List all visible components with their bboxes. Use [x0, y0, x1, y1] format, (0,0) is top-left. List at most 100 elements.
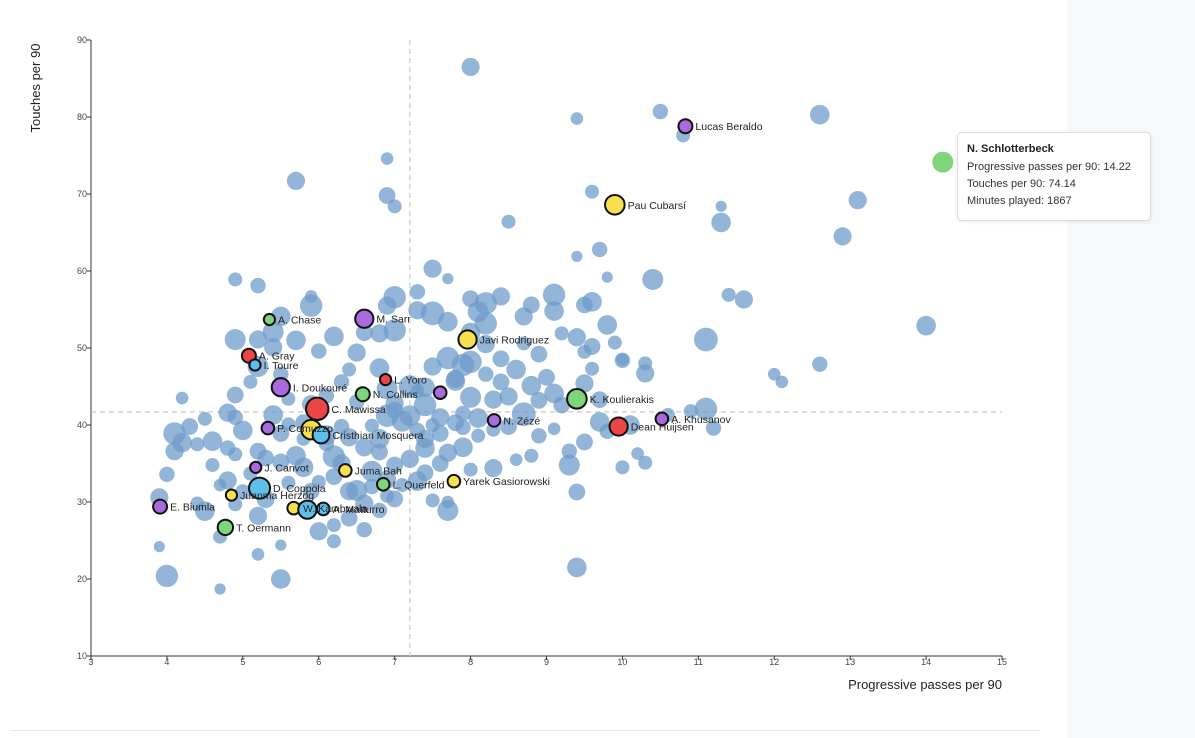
scatter-chart: 3 4 5 6 7 8 9 10 11 12 13 14 15 10 20 30 40 50 60 70 80 90 Lu… [28, 35, 1007, 692]
point-label: Yarek Gasiorowski [463, 476, 550, 488]
data-point [431, 455, 449, 472]
highlighted-point [654, 411, 670, 427]
point-label: Javi Rodriguez [480, 335, 549, 347]
data-point [377, 296, 397, 315]
point-label: W. Kambwala [303, 503, 367, 515]
point-label: P. Comuzzo [277, 423, 333, 435]
data-point [423, 259, 442, 278]
highlighted-point [152, 498, 169, 515]
x-tick-label: 10 [617, 657, 627, 667]
data-point [361, 460, 383, 482]
data-point [226, 386, 244, 404]
data-point [364, 478, 380, 495]
data-point [281, 417, 296, 432]
data-point [190, 437, 205, 452]
data-point [369, 429, 390, 449]
data-point [224, 329, 246, 351]
data-point [309, 522, 328, 541]
side-panel [1067, 0, 1195, 738]
data-point [395, 478, 410, 493]
data-point [425, 493, 440, 508]
point-label: N. Zézé [503, 415, 540, 427]
data-point [347, 343, 366, 362]
point-label: E. Biumla [170, 502, 215, 514]
point-label: Juanma Herzog [240, 490, 314, 502]
point-label: I. Toure [264, 360, 299, 372]
data-point [554, 326, 569, 341]
x-tick-label: 8 [468, 657, 473, 667]
data-point [583, 338, 601, 355]
data-point [916, 315, 936, 336]
highlighted-point [375, 476, 391, 492]
data-point [721, 287, 736, 302]
data-point [848, 191, 867, 210]
data-point [810, 104, 830, 125]
highlighted-point [216, 518, 235, 537]
y-tick-label: 20 [77, 574, 87, 584]
data-point [436, 346, 460, 370]
data-point [601, 271, 613, 283]
data-point [694, 397, 718, 421]
y-axis-title: Touches per 90 [28, 44, 43, 133]
point-label: A. Matturro [333, 504, 385, 516]
data-point [370, 324, 389, 343]
data-point [511, 402, 536, 427]
data-point [311, 343, 327, 359]
point-label: A. Chase [278, 315, 321, 327]
x-tick-label: 4 [164, 657, 169, 667]
data-point [385, 394, 404, 413]
data-point [812, 356, 828, 372]
data-point [530, 345, 548, 363]
chart-axes: 3 4 5 6 7 8 9 10 11 12 13 14 15 10 20 30 40 50 60 70 80 90 [77, 35, 1007, 667]
data-point [190, 496, 205, 511]
data-point [251, 548, 265, 561]
data-point [409, 284, 426, 300]
data-point [591, 241, 608, 258]
highlighted-point [248, 476, 272, 500]
data-point [591, 391, 609, 408]
data-point [386, 456, 404, 474]
data-point [471, 428, 486, 443]
highlighted-point [608, 416, 629, 437]
data-point [408, 301, 427, 320]
data-point [227, 409, 243, 425]
data-point [506, 359, 526, 380]
data-point [270, 306, 291, 327]
point-label: L. Querfeld [393, 479, 445, 491]
data-point [214, 583, 226, 595]
highlighted-point [604, 193, 626, 216]
data-point [631, 447, 644, 460]
bottom-divider [10, 730, 1040, 731]
point-label: J. Canvot [264, 462, 308, 474]
x-tick-label: 15 [997, 657, 1007, 667]
x-tick-label: 12 [769, 657, 779, 667]
data-point [324, 326, 344, 347]
y-tick-label: 80 [77, 112, 87, 122]
data-point [558, 454, 580, 476]
highlighted-point [262, 312, 277, 327]
data-point [153, 541, 165, 553]
data-point [514, 307, 533, 326]
data-point [399, 405, 421, 427]
highlighted-point [457, 329, 478, 350]
data-point [263, 405, 284, 425]
data-point [585, 361, 600, 376]
data-point [582, 292, 602, 312]
highlighted-point [224, 488, 239, 502]
data-point [567, 557, 587, 578]
data-point [415, 377, 435, 398]
data-point [711, 212, 731, 233]
data-point [299, 294, 323, 317]
x-tick-label: 13 [845, 657, 855, 667]
data-point [355, 438, 374, 457]
data-point [715, 200, 727, 212]
data-point [159, 466, 175, 482]
data-point [474, 312, 497, 335]
x-tick-label: 9 [544, 657, 549, 667]
data-point [568, 483, 586, 501]
data-point [542, 283, 566, 307]
highlighted-point [566, 388, 588, 410]
x-tick-label: 3 [88, 657, 93, 667]
data-point [356, 522, 372, 538]
data-point [371, 502, 388, 519]
